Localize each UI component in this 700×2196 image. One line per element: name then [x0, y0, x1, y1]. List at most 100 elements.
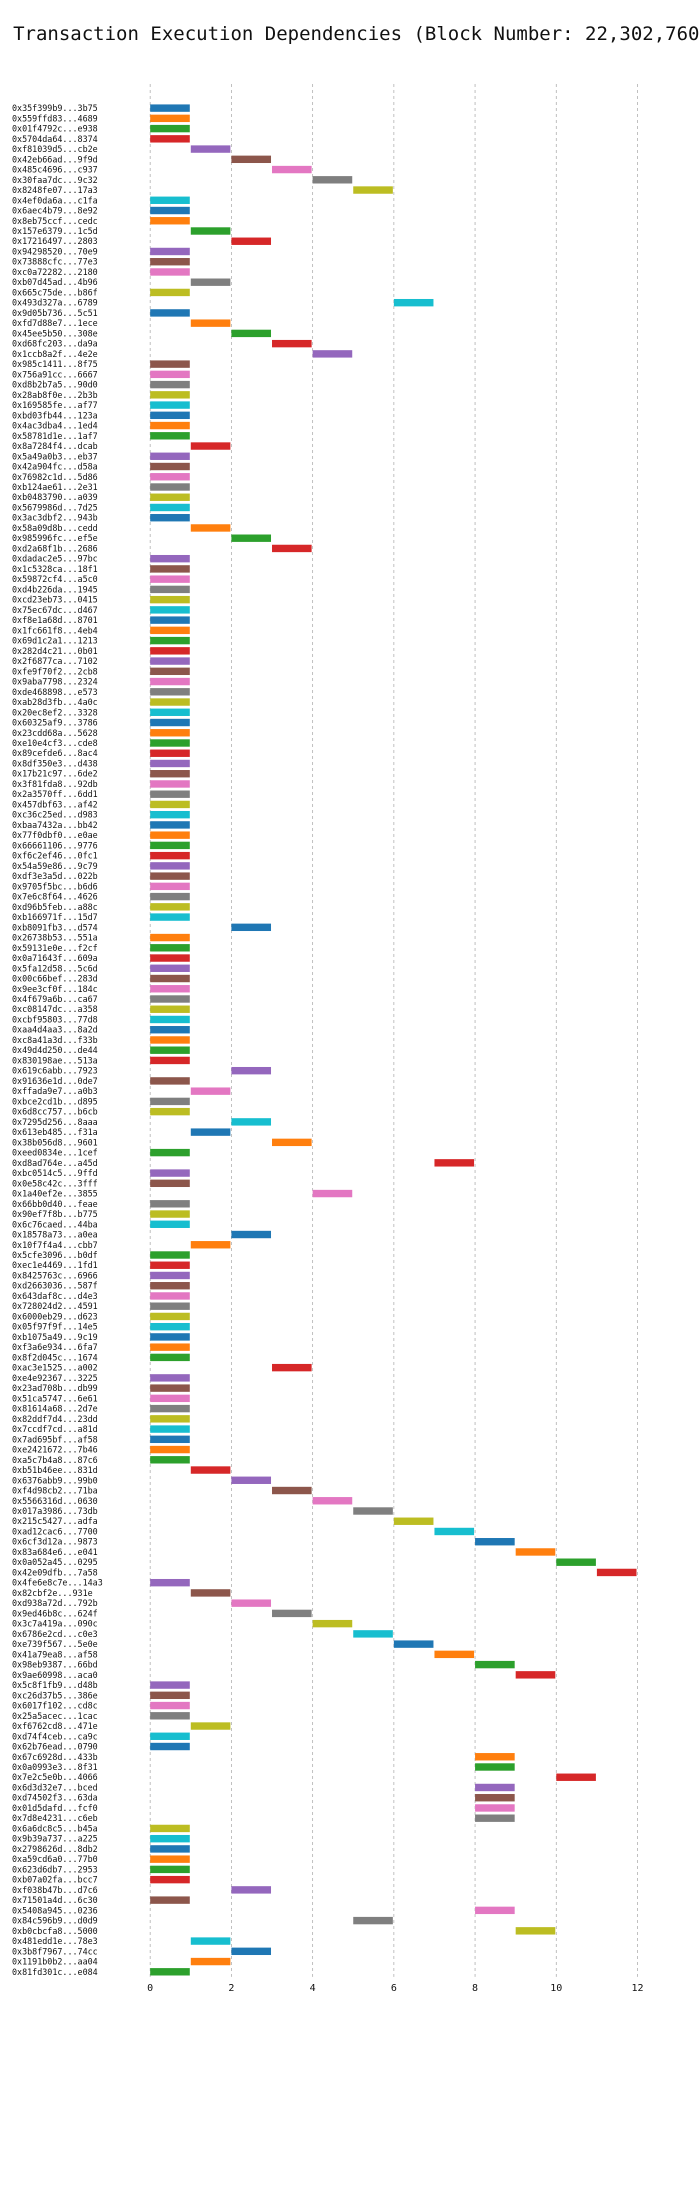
transaction-label: 0x58a09d8b...cedd [12, 523, 98, 533]
transaction-label: 0x83a684e6...e041 [12, 1547, 98, 1557]
transaction-label: 0xbc0514c5...9ffd [12, 1168, 98, 1178]
transaction-bar [150, 411, 190, 420]
transaction-bar [150, 1097, 190, 1106]
transaction-label: 0x619c6abb...7923 [12, 1066, 98, 1076]
transaction-bar [231, 1118, 272, 1126]
transaction-label: 0x665c75de...b86f [12, 287, 98, 297]
transaction-label: 0x5a49a0b3...eb37 [12, 451, 98, 461]
transaction-label: 0x49d4d250...de44 [12, 1045, 98, 1055]
transaction-label: 0x28ab8f0e...2b3b [12, 390, 98, 400]
transaction-bar [190, 1937, 231, 1945]
transaction-bar [475, 1804, 515, 1812]
transaction-bar [393, 298, 434, 307]
transaction-bar [353, 186, 393, 194]
transaction-bar [393, 1640, 434, 1648]
transaction-label: 0x6aec4b79...8e92 [12, 206, 98, 216]
transaction-label: 0x90ef7f8b...b775 [12, 1209, 98, 1219]
transaction-bar [150, 1701, 190, 1710]
transaction-bar [150, 1333, 190, 1341]
transaction-label: 0x17216497...2803 [12, 236, 98, 246]
x-tick-label: 10 [550, 1983, 562, 1994]
transaction-bar [272, 544, 312, 553]
transaction-bar [150, 831, 190, 839]
transaction-label: 0x8eb75ccf...cedc [12, 216, 98, 226]
transaction-label: 0x5408a945...0236 [12, 1905, 98, 1915]
transaction-label: 0xb07d45ad...4b96 [12, 277, 98, 287]
transaction-label: 0xd96b5feb...a88c [12, 902, 98, 912]
transaction-bar [556, 1558, 596, 1566]
transaction-label: 0x169585fe...af77 [12, 400, 98, 410]
transaction-bar [150, 1282, 190, 1290]
transaction-bar [150, 1435, 190, 1444]
transaction-bar [150, 206, 190, 215]
transaction-label: 0x23cdd68a...5628 [12, 728, 98, 738]
transaction-label: 0xb0483790...a039 [12, 492, 98, 502]
transaction-label: 0x2a3570ff...6dd1 [12, 789, 98, 799]
transaction-label: 0x00c66bef...283d [12, 974, 98, 984]
transaction-label: 0xad12cac6...7700 [12, 1526, 98, 1536]
transaction-label: 0xc26d37b5...386e [12, 1690, 98, 1700]
transaction-bar [150, 677, 190, 686]
transaction-bar [150, 698, 190, 706]
transaction-label: 0x985c1411...8f75 [12, 359, 98, 369]
transaction-bar [150, 1425, 190, 1433]
transaction-label: 0xb0cbcfa8...5000 [12, 1926, 98, 1936]
transaction-bar [150, 1271, 190, 1280]
transaction-label: 0x01f4792c...e938 [12, 124, 98, 134]
transaction-label: 0xcbf95803...77d8 [12, 1014, 98, 1024]
transaction-bar [150, 985, 190, 993]
transaction-bar [150, 626, 190, 635]
transaction-label: 0x5704da64...8374 [12, 134, 98, 144]
transaction-label: 0x3b8f7967...74cc [12, 1946, 98, 1956]
transaction-label: 0xfe9f70f2...2cb8 [12, 666, 98, 676]
x-tick-label: 6 [391, 1983, 397, 1994]
transaction-bar [150, 1691, 190, 1700]
transaction-label: 0x4ac3dba4...1ed4 [12, 421, 98, 431]
transaction-label: 0x0e58c42c...3fff [12, 1178, 98, 1188]
transaction-bar [190, 145, 231, 153]
transaction-bar [150, 892, 190, 901]
transaction-bar [190, 1466, 231, 1474]
transaction-label: 0x5cfe3096...b0df [12, 1250, 98, 1260]
transaction-label: 0x42e09dfb...7a58 [12, 1567, 98, 1577]
transaction-label: 0xb124ae61...2e31 [12, 482, 98, 492]
transaction-bar [150, 1169, 190, 1177]
transaction-bar [150, 247, 190, 256]
transaction-bar [150, 1865, 190, 1874]
transaction-label: 0x2f6877ca...7102 [12, 656, 98, 666]
transaction-bar [150, 770, 190, 778]
transaction-label: 0xd74502f3...63da [12, 1793, 98, 1803]
transaction-label: 0x59872cf4...a5c0 [12, 574, 98, 584]
transaction-bar [150, 729, 190, 737]
transaction-bar [150, 483, 190, 491]
transaction-label: 0x7ccdf7cd...a81d [12, 1424, 98, 1434]
transaction-bar [150, 657, 190, 665]
transaction-bar [150, 595, 190, 604]
transaction-label: 0x7d8e4231...c6eb [12, 1813, 98, 1823]
transaction-label: 0x613eb485...f31a [12, 1127, 98, 1137]
transaction-bar [231, 237, 272, 245]
transaction-label: 0x5c8f1fb9...d48b [12, 1680, 98, 1690]
transaction-label: 0x9aba7798...2324 [12, 677, 98, 687]
transaction-bar [150, 1445, 190, 1454]
transaction-label: 0xc08147dc...a358 [12, 1004, 98, 1014]
transaction-bar [150, 1200, 190, 1208]
transaction-label: 0x0a052a45...0295 [12, 1557, 98, 1567]
transaction-bar [150, 473, 190, 481]
transaction-bar [150, 401, 190, 409]
transaction-bar [150, 780, 190, 788]
transaction-label: 0x81fd301c...e084 [12, 1967, 98, 1977]
transaction-bar [231, 1066, 272, 1075]
transaction-label: 0x73888cfc...77e3 [12, 257, 98, 267]
transaction-label: 0x69d1c2a1...1213 [12, 636, 98, 646]
transaction-bar [353, 1507, 393, 1515]
transaction-bar [190, 227, 231, 235]
transaction-label: 0x457dbf63...af42 [12, 799, 98, 809]
transaction-bar [150, 1742, 190, 1751]
transaction-label: 0x728024d2...4591 [12, 1301, 98, 1311]
transaction-label: 0x2798626d...8db2 [12, 1844, 98, 1854]
transaction-label: 0x54a59e86...9c79 [12, 861, 98, 871]
transaction-bar [150, 1322, 190, 1331]
transaction-label: 0x45ee5b50...308e [12, 328, 98, 338]
transaction-bar [150, 872, 190, 880]
